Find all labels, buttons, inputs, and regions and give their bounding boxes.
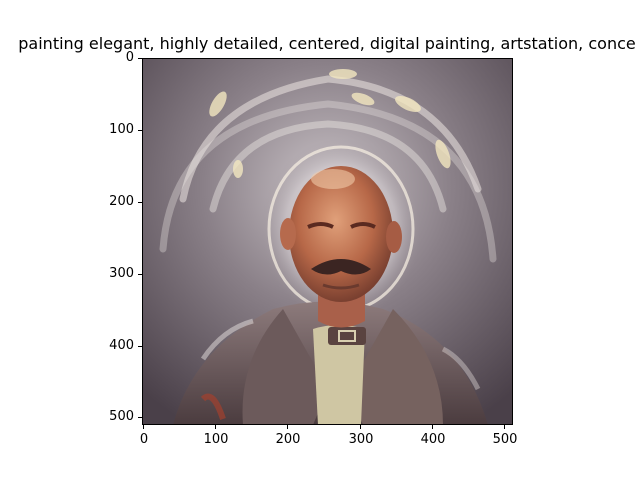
y-tick-mark [138,130,142,131]
y-tick-label: 400 [109,338,134,353]
y-tick-label: 300 [109,266,134,281]
x-tick-label: 400 [420,432,446,447]
figure-title: painting elegant, highly detailed, cente… [0,34,640,54]
y-tick-label: 500 [109,409,134,424]
x-tick-mark [143,425,144,429]
y-tick-mark [138,274,142,275]
y-tick-mark [138,346,142,347]
x-tick-mark [215,425,216,429]
x-tick-label: 500 [492,432,518,447]
portrait-painting [143,59,513,425]
y-tick-mark [138,202,142,203]
x-tick-label: 100 [203,432,229,447]
y-tick-label: 200 [109,194,134,209]
x-tick-label: 200 [275,432,301,447]
x-tick-mark [287,425,288,429]
y-tick-label: 0 [125,50,134,65]
x-tick-label: 300 [348,432,374,447]
x-tick-mark [504,425,505,429]
x-tick-mark [432,425,433,429]
portrait-image [143,59,513,425]
y-tick-mark [138,417,142,418]
x-tick-mark [360,425,361,429]
y-tick-mark [138,58,142,59]
y-tick-label: 100 [109,122,134,137]
figure-title-text: painting elegant, highly detailed, cente… [18,34,636,53]
x-tick-label: 0 [139,432,149,447]
